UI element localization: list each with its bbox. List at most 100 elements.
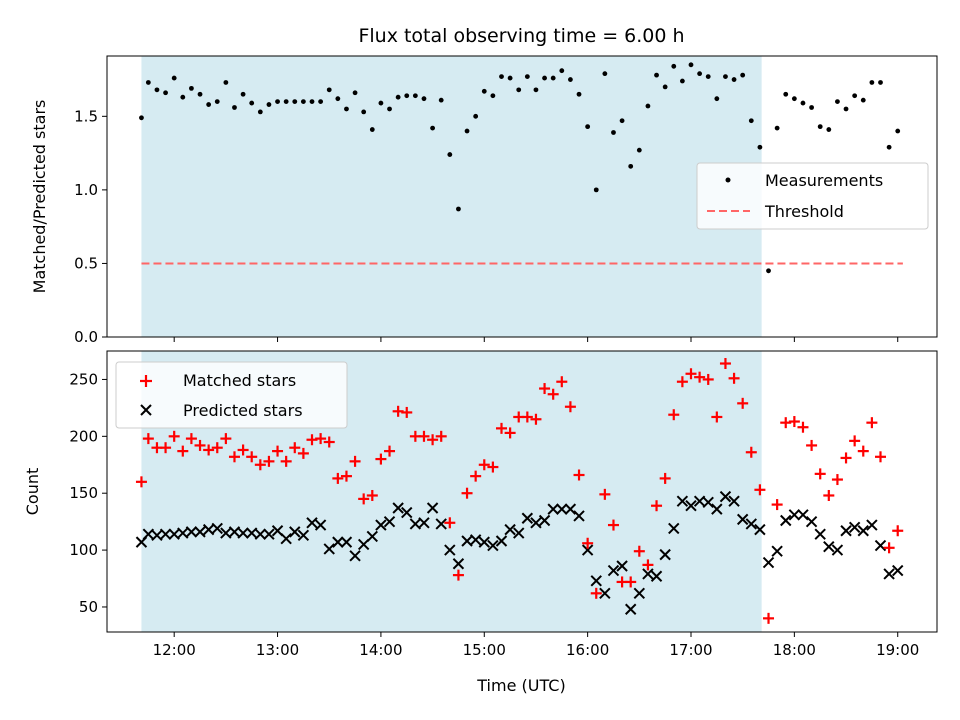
matched-point [254,459,266,471]
observing-window-shade [141,56,762,337]
matched-point [461,487,473,499]
matched-point [392,405,404,417]
measurement-point [809,105,814,110]
predicted-point [581,544,594,556]
measurement-point [189,85,194,91]
measurement-point [568,77,573,82]
predicted-point [306,517,318,529]
measurement-point [344,106,349,112]
predicted-point [418,517,430,529]
matched-point [323,436,335,448]
predicted-point [383,515,396,528]
matched-point [452,569,464,581]
measurement-point [499,74,504,79]
measurement-point [860,97,866,103]
matched-point [203,444,215,456]
measurement-point [886,144,892,150]
x-tick-label: 12:00 [153,641,196,659]
predicted-point [349,550,361,562]
measurements-legend-label: Measurements [765,171,883,190]
predicted-point [444,544,456,556]
measurement-point [593,187,599,193]
ratio-panel: 0.0 0.5 1.0 1.5 Matched/Predicted stars Mea… [30,55,938,346]
measurement-point [473,113,479,119]
predicted-point [263,528,275,540]
measurement-point [309,99,315,105]
x-tick-label: 13:00 [256,641,299,659]
measurement-point [223,80,229,85]
predicted-point [340,536,353,548]
matched-point [607,519,619,531]
measurement-point [438,97,444,103]
measurement-point [723,74,728,79]
predicted-point [668,522,680,535]
x-tick-label: 18:00 [773,641,816,659]
y-tick-label: 250 [69,370,98,388]
measurement-point [507,75,513,81]
measurement-point [611,130,616,135]
predicted-point [159,528,172,540]
predicted-point [616,560,628,572]
matched-point [297,447,309,459]
matched-point [539,383,551,395]
measurement-point [404,93,410,99]
y-tick-label: 150 [69,484,98,502]
matched-point [521,411,533,423]
matched-point [599,488,611,500]
matched-point [228,451,240,463]
ratio-x-ticks [173,337,899,342]
matched-point [384,445,396,457]
x-axis-label: Time (UTC) [476,676,565,695]
measurement-point [139,115,144,121]
count-y-ticks: 50 100 150 200 250 [69,370,107,616]
matched-point [814,468,826,480]
measurement-point [516,87,522,93]
measurement-point [800,100,806,106]
matched-point [694,371,706,383]
predicted-point [857,525,869,537]
measurement-point [662,84,668,90]
ratio-y-axis-label: Matched/Predicted stars [30,100,49,294]
matched-point [375,453,387,465]
measurement-point [300,99,306,105]
measurement-point [619,118,625,124]
predicted-point [297,529,310,542]
matched-point [806,439,818,451]
predicted-legend-label: Predicted stars [183,401,303,420]
matched-point [892,525,904,537]
y-tick-label: 100 [69,541,98,559]
matched-point [788,416,800,428]
predicted-point [237,527,249,539]
matched-point [590,587,602,599]
measurement-point [697,71,703,77]
matched-point [160,442,172,454]
measurement-point [180,94,186,100]
matched-point [633,545,645,557]
predicted-point [848,521,861,534]
predicted-point [780,514,792,527]
matched-point [401,406,413,418]
measurement-point [576,91,582,97]
predicted-point [314,519,327,531]
ratio-legend-box [696,162,929,230]
measurement-point [835,99,840,105]
ratio-legend: Measurements Threshold [696,162,929,230]
predicted-point [805,515,818,528]
y-tick-label: 1.0 [74,181,98,199]
measurement-point [197,91,203,97]
measurement-point [163,90,168,96]
matched-point [711,411,723,423]
measurement-point [748,118,754,124]
measurement-point [232,105,237,110]
matched-point [823,489,835,501]
matched-legend-label: Matched stars [183,371,296,390]
measurement-point [266,102,272,107]
measurement-point [791,96,797,102]
measurement-point [766,268,771,274]
measurement-point [817,124,823,130]
measurement-point [214,99,220,105]
matched-point [280,455,292,467]
predicted-point [332,536,344,548]
predicted-point [633,587,646,600]
matched-point [582,537,594,549]
